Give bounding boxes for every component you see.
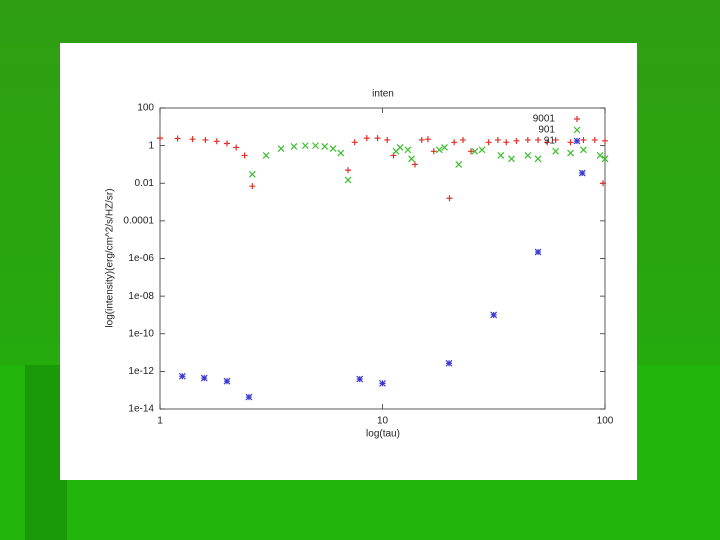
y-tick-label: 1e-12 xyxy=(128,366,154,377)
marker xyxy=(424,136,431,143)
marker xyxy=(580,136,587,143)
marker xyxy=(344,176,352,184)
marker xyxy=(552,136,559,143)
marker xyxy=(379,379,386,387)
marker xyxy=(485,139,492,146)
marker xyxy=(345,167,352,174)
chart-title: inten xyxy=(372,89,394,100)
marker xyxy=(524,152,532,159)
marker xyxy=(596,152,604,159)
y-tick-label: 1e-14 xyxy=(128,404,154,415)
marker xyxy=(567,149,574,157)
marker xyxy=(374,135,381,142)
legend-marker xyxy=(573,126,581,134)
marker xyxy=(189,136,196,143)
y-tick-label: 0.01 xyxy=(135,178,155,189)
x-tick-label: 100 xyxy=(597,416,614,427)
marker xyxy=(478,146,486,154)
marker xyxy=(513,137,520,144)
marker xyxy=(351,139,358,146)
marker xyxy=(329,145,337,152)
marker xyxy=(418,136,425,143)
marker xyxy=(430,148,437,155)
marker xyxy=(157,135,163,142)
marker xyxy=(446,195,453,202)
marker xyxy=(445,359,453,367)
marker xyxy=(321,143,329,150)
marker xyxy=(277,145,285,152)
legend-marker xyxy=(573,137,581,145)
marker xyxy=(301,142,309,150)
marker xyxy=(535,136,542,143)
marker xyxy=(468,148,475,155)
marker xyxy=(248,170,256,178)
y-tick-label: 0.0001 xyxy=(123,216,154,227)
marker xyxy=(451,139,458,146)
legend-label: 91 xyxy=(544,136,556,147)
plot-frame xyxy=(159,107,606,410)
marker xyxy=(213,138,220,145)
marker xyxy=(524,136,531,143)
marker xyxy=(408,155,415,163)
y-tick-label: 1e-10 xyxy=(128,328,154,339)
marker xyxy=(490,311,498,319)
marker xyxy=(455,161,463,168)
marker xyxy=(396,144,404,151)
marker xyxy=(602,137,608,144)
x-tick-label: 10 xyxy=(377,416,389,427)
marker xyxy=(178,372,186,380)
marker xyxy=(202,136,209,143)
marker xyxy=(580,146,587,154)
marker xyxy=(534,248,542,256)
y-tick-label: 1 xyxy=(148,140,154,151)
marker xyxy=(508,155,515,163)
marker xyxy=(578,169,586,177)
marker xyxy=(249,183,256,190)
marker xyxy=(459,136,466,143)
marker xyxy=(600,180,607,187)
panel xyxy=(60,43,637,480)
marker xyxy=(312,142,319,150)
marker xyxy=(534,155,542,163)
marker xyxy=(223,140,230,147)
marker xyxy=(174,135,181,142)
legend-label: 901 xyxy=(538,125,555,136)
marker xyxy=(241,152,248,159)
marker xyxy=(601,155,609,163)
marker xyxy=(497,152,505,159)
marker xyxy=(290,143,298,150)
marker xyxy=(223,377,231,385)
marker xyxy=(503,139,510,146)
marker xyxy=(245,393,253,401)
marker xyxy=(363,135,370,142)
marker xyxy=(494,136,501,143)
marker xyxy=(337,149,345,157)
x-axis-label: log(tau) xyxy=(366,429,400,440)
marker xyxy=(233,144,240,151)
legend-label: 9001 xyxy=(533,114,556,125)
marker xyxy=(441,144,448,151)
marker xyxy=(591,136,598,143)
marker xyxy=(567,139,574,146)
marker xyxy=(552,147,560,155)
y-tick-label: 1e-08 xyxy=(128,291,154,302)
marker xyxy=(384,136,391,143)
marker xyxy=(356,375,364,383)
marker xyxy=(262,152,270,159)
marker xyxy=(200,374,208,382)
y-axis-label: log(intensity)(erg/cm^2/s/HZ/sr) xyxy=(105,188,116,327)
marker xyxy=(412,161,419,168)
marker xyxy=(404,146,412,154)
marker xyxy=(544,139,551,146)
marker xyxy=(435,146,443,154)
y-tick-label: 100 xyxy=(137,103,154,114)
x-tick-label: 1 xyxy=(157,416,163,427)
marker xyxy=(471,147,479,155)
legend-marker xyxy=(574,116,580,122)
y-tick-label: 1e-06 xyxy=(128,253,154,264)
